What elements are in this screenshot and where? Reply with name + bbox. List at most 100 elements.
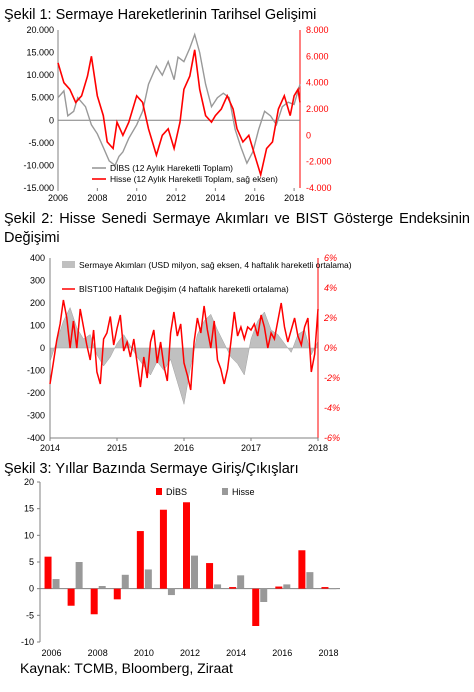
x-tick-label: 2016 — [245, 193, 265, 203]
dibs-bar — [252, 588, 260, 626]
dibs-bar — [67, 588, 75, 606]
x-tick-label: 2010 — [134, 648, 154, 658]
x-tick-label: 2006 — [48, 193, 68, 203]
hisse-bar — [121, 574, 129, 589]
dibs-bar — [275, 586, 283, 589]
hisse-bar — [306, 572, 314, 589]
y-right-tick-label: 4% — [324, 283, 337, 293]
chart-3-yearly-flows: 20 15 10 5 0 -5 -10 2006 2008 2010 2012 2014 2016 201… — [21, 477, 340, 658]
hisse-bar — [167, 588, 175, 596]
y-left-tick-label: -15.000 — [23, 183, 54, 193]
y-left-tick-label: 10.000 — [26, 70, 54, 80]
dibs-bar — [298, 550, 306, 589]
bist100-change-line — [49, 299, 319, 391]
dibs-bar — [113, 588, 121, 600]
y-tick-label: 10 — [24, 530, 34, 540]
figure-2-title: Şekil 2: Hisse Senedi Sermaye Akımları v… — [4, 211, 470, 246]
hisse-bar — [260, 588, 268, 602]
legend-label: Hisse — [232, 487, 255, 497]
x-tick-label: 2015 — [107, 443, 127, 453]
x-tick-label: 2018 — [284, 193, 304, 203]
y-left-tick-label: -5.000 — [28, 138, 54, 148]
x-tick-label: 2018 — [318, 648, 338, 658]
y-right-tick-label: -4.000 — [306, 183, 332, 193]
y-left-tick-label: 400 — [30, 253, 45, 263]
chart-2-equity-flows-bist: 400 300 200 100 0 -100 -200 -300 -400 6% 4% 2% 0% -2%… — [27, 253, 352, 453]
y-right-tick-label: 6.000 — [306, 51, 329, 61]
dibs-bar — [44, 556, 52, 589]
hisse-bar — [237, 575, 245, 589]
y-right-tick-label: 2% — [323, 313, 337, 323]
y-left-tick-label: 0 — [49, 115, 54, 125]
x-tick-label: 2006 — [42, 648, 62, 658]
legend-label: DİBS — [166, 487, 187, 497]
x-tick-label: 2010 — [127, 193, 147, 203]
dibs-bar — [90, 588, 98, 615]
y-left-tick-label: -300 — [27, 411, 45, 421]
y-left-tick-label: -100 — [27, 366, 45, 376]
y-left-tick-label: 100 — [30, 321, 45, 331]
x-tick-label: 2014 — [205, 193, 225, 203]
legend-label: BİST100 Haftalık Değişim (4 haftalık har… — [79, 284, 289, 294]
hisse-bar — [75, 562, 83, 589]
legend-label: Hisse (12 Aylık Hareketli Toplam, sağ ek… — [110, 174, 278, 184]
y-right-tick-label: -4% — [324, 403, 340, 413]
hisse-bar — [283, 584, 291, 589]
source-note: Kaynak: TCMB, Bloomberg, Ziraat — [20, 660, 233, 676]
y-tick-label: -5 — [26, 610, 34, 620]
x-tick-label: 2016 — [272, 648, 292, 658]
y-right-tick-label: 0% — [324, 343, 337, 353]
hisse-bar — [329, 588, 337, 590]
y-right-tick-label: 8.000 — [306, 25, 329, 35]
hisse-bar — [214, 584, 222, 589]
y-tick-label: 5 — [29, 557, 34, 567]
y-tick-label: 0 — [29, 584, 34, 594]
hisse-bar — [52, 579, 60, 589]
x-tick-label: 2014 — [226, 648, 246, 658]
x-tick-label: 2018 — [308, 443, 328, 453]
hisse-bar — [144, 569, 152, 589]
x-tick-label: 2014 — [40, 443, 60, 453]
chart-1-capital-flows-history: 20.000 15.000 10.000 5.000 0 -5.000 -10.000 -15… — [23, 25, 332, 203]
legend-label: DİBS (12 Aylık Hareketli Toplam) — [110, 163, 233, 173]
hisse-series-line — [57, 49, 301, 178]
dibs-bar — [183, 502, 190, 589]
dibs-bar — [321, 587, 329, 589]
x-tick-label: 2008 — [88, 648, 108, 658]
legend-swatch — [156, 488, 162, 495]
dibs-series-line — [57, 32, 301, 167]
x-tick-label: 2012 — [180, 648, 200, 658]
y-left-tick-label: -10.000 — [23, 160, 54, 170]
y-right-tick-label: 6% — [324, 253, 337, 263]
y-left-tick-label: -200 — [27, 388, 45, 398]
y-left-tick-label: -400 — [27, 433, 45, 443]
hisse-bar — [98, 586, 106, 589]
dibs-bar — [229, 587, 237, 589]
legend-label: Sermaye Akımları (USD milyon, sağ eksen,… — [79, 260, 352, 270]
dibs-bar — [136, 531, 144, 589]
y-left-tick-label: 15.000 — [26, 48, 54, 58]
figure-1-title: Şekil 1: Sermaye Hareketlerinin Tarihsel… — [4, 7, 317, 23]
y-right-tick-label: -6% — [324, 433, 340, 443]
y-tick-label: 15 — [24, 504, 34, 514]
y-right-tick-label: -2.000 — [306, 157, 332, 167]
y-left-tick-label: 200 — [30, 298, 45, 308]
y-right-tick-label: -2% — [324, 373, 340, 383]
dibs-bar — [206, 563, 214, 589]
y-right-tick-label: 2.000 — [306, 104, 329, 114]
y-left-tick-label: 0 — [40, 343, 45, 353]
y-left-tick-label: 5.000 — [31, 93, 54, 103]
y-right-tick-label: 4.000 — [306, 78, 329, 88]
x-tick-label: 2016 — [174, 443, 194, 453]
legend-swatch — [222, 488, 228, 495]
dibs-bar — [159, 509, 167, 589]
x-tick-label: 2012 — [166, 193, 186, 203]
y-left-tick-label: 20.000 — [26, 25, 54, 35]
y-tick-label: -10 — [21, 637, 34, 647]
y-tick-label: 20 — [24, 477, 34, 487]
figure-3-title: Şekil 3: Yıllar Bazında Sermaye Giriş/Çı… — [4, 461, 299, 477]
x-tick-label: 2017 — [241, 443, 261, 453]
y-left-tick-label: 300 — [30, 276, 45, 286]
hisse-bar — [191, 555, 198, 589]
y-right-tick-label: 0 — [306, 130, 311, 140]
